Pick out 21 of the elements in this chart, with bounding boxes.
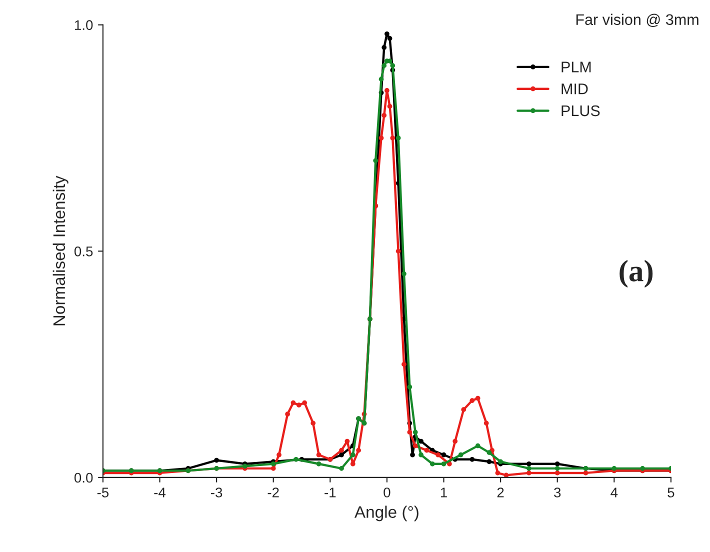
y-tick-label: 0.5 (74, 246, 93, 256)
annotation: (a) (620, 260, 653, 288)
legend-label: MID (562, 84, 588, 94)
x-tick-label: 3 (554, 488, 561, 498)
x-tick-label: -2 (268, 488, 279, 498)
x-tick-label: -5 (97, 488, 109, 498)
x-tick-label: -3 (210, 488, 222, 498)
x-axis-title: Angle (°) (354, 506, 418, 522)
y-tick-label: 1.0 (74, 20, 93, 30)
annotation: Far vision @ 3mm (576, 14, 698, 27)
y-axis-title: Normalised Intensity (52, 176, 68, 326)
x-tick-label: -4 (154, 488, 166, 498)
x-tick-label: 4 (610, 488, 618, 498)
x-tick-label: 0 (384, 488, 390, 498)
y-tick-label: 0.0 (74, 472, 93, 483)
legend-label: PLUS (562, 105, 600, 116)
x-tick-label: 1 (440, 488, 447, 498)
x-tick-label: -1 (324, 488, 336, 498)
x-tick-label: 5 (668, 488, 674, 498)
legend-label: PLM (562, 62, 591, 72)
x-tick-label: 2 (497, 488, 504, 498)
